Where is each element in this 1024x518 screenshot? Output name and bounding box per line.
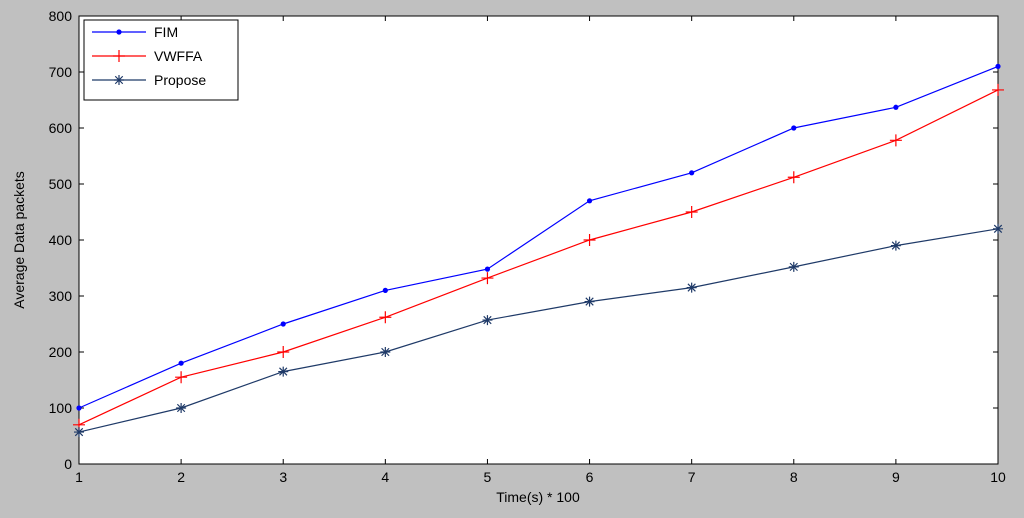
y-tick-label: 500 [49,176,73,192]
series-line [78,228,999,433]
data-point [689,170,695,176]
data-point [176,403,187,413]
data-point [280,321,286,327]
data-point [481,272,494,285]
legend: FIM VWFFA Propose [83,19,239,101]
legend-box [83,19,239,101]
data-point [584,296,595,307]
x-tick-label: 8 [790,469,798,485]
x-tick-label: 7 [688,469,696,485]
x-tick-label: 6 [586,469,594,485]
data-point [791,125,797,131]
series-fim [76,63,1001,411]
x-tick-label: 10 [990,469,1006,485]
x-tick-label: 2 [177,469,185,485]
x-tick-label: 3 [279,469,287,485]
x-axis-label: Time(s) * 100 [496,489,580,505]
legend-entry: FIM [92,24,178,40]
data-point [76,405,82,411]
x-tick-label: 5 [484,469,492,485]
legend-entry: VWFFA [92,48,203,64]
data-point [995,63,1001,69]
y-tick-label: 700 [49,64,73,80]
data-point [277,346,290,358]
data-point [685,206,698,218]
legend-marker [113,50,125,62]
data-point [992,83,1004,96]
data-point [74,427,84,438]
legend-label: Propose [154,72,206,88]
data-point [278,366,289,377]
y-tick-label: 800 [49,8,73,24]
y-tick-label: 0 [64,456,72,472]
data-point [178,360,184,366]
series-vwffa [73,83,1004,431]
data-point [686,282,697,293]
y-tick-label: 400 [49,232,73,248]
x-tick-label: 1 [75,469,83,485]
data-point [893,104,899,110]
data-point [382,287,388,293]
x-tick-label: 9 [892,469,900,485]
series-line [78,89,999,426]
legend-marker [114,75,124,85]
series-group [73,63,1004,438]
data-point [380,347,391,357]
legend-marker [116,29,122,35]
data-point [583,234,596,246]
legend-label: FIM [154,24,178,40]
legend-label: VWFFA [154,48,203,64]
data-point [889,134,902,147]
y-tick-label: 600 [49,120,73,136]
y-tick-label: 200 [49,344,73,360]
data-point [482,315,493,326]
data-point [484,266,491,272]
data-point [993,223,1003,234]
series-propose [74,223,1003,438]
data-point [586,198,593,204]
data-point [379,311,392,324]
data-point [175,371,188,384]
data-point [890,240,901,251]
x-tick-label: 4 [381,469,389,485]
data-point [787,171,800,184]
y-tick-label: 100 [49,400,73,416]
legend-entry: Propose [92,72,206,88]
y-tick-label: 300 [49,288,73,304]
series-line [78,65,999,409]
y-axis-label: Average Data packets [11,171,27,309]
data-point [788,261,799,272]
